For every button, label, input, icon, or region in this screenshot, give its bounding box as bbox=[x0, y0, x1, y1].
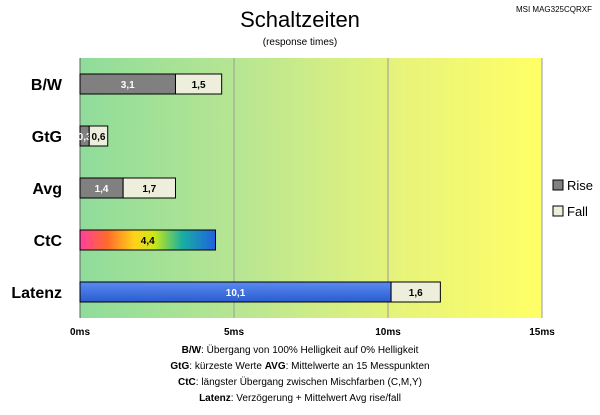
data-label: 0,6 bbox=[92, 132, 106, 143]
data-label: 1,4 bbox=[95, 184, 109, 195]
x-tick-label: 0ms bbox=[70, 327, 90, 338]
x-tick-label: 5ms bbox=[224, 327, 244, 338]
data-label: 1,5 bbox=[192, 80, 206, 91]
legend-swatch bbox=[552, 205, 564, 217]
bar-fall bbox=[122, 177, 176, 199]
footnote: Latenz: Verzögerung + Mittelwert Avg ris… bbox=[199, 393, 401, 404]
chart-title: Schaltzeiten bbox=[240, 7, 360, 32]
category-labels: B/W GtG Avg CtC Latenz bbox=[11, 77, 63, 302]
category-label: Avg bbox=[32, 181, 62, 198]
bar-rise bbox=[79, 229, 217, 251]
data-label: 0,3 bbox=[78, 132, 92, 143]
x-tick-labels: 0ms 5ms 10ms 15ms bbox=[70, 327, 555, 338]
category-label: B/W bbox=[31, 77, 63, 94]
footnotes: B/W: Übergang von 100% Helligkeit auf 0%… bbox=[170, 344, 429, 404]
data-label: 1,6 bbox=[409, 288, 423, 299]
x-tick-label: 15ms bbox=[529, 327, 555, 338]
data-label: 1,7 bbox=[142, 184, 156, 195]
category-label: CtC bbox=[34, 233, 63, 250]
chart-subtitle: (response times) bbox=[263, 37, 337, 48]
bar-fall bbox=[88, 125, 109, 147]
data-label: 4,4 bbox=[141, 236, 155, 247]
category-label: Latenz bbox=[11, 285, 62, 302]
footnote: GtG: kürzeste Werte AVG: Mittelwerte an … bbox=[170, 361, 429, 372]
category-label: GtG bbox=[32, 129, 62, 146]
legend: Rise Fall bbox=[552, 178, 593, 219]
bar-fall bbox=[174, 73, 223, 95]
legend-label: Fall bbox=[567, 204, 588, 219]
data-label: 10,1 bbox=[226, 288, 246, 299]
legend-swatch bbox=[552, 179, 564, 191]
data-label: 3,1 bbox=[121, 80, 135, 91]
monitor-model: MSI MAG325CQRXF bbox=[516, 5, 592, 14]
legend-label: Rise bbox=[567, 178, 593, 193]
footnote: B/W: Übergang von 100% Helligkeit auf 0%… bbox=[182, 344, 419, 356]
bars: 3,1 1,5 0,3 0,6 1,4 1,7 4,4 10,1 1,6 bbox=[78, 73, 441, 303]
footnote: CtC: längster Übergang zwischen Mischfar… bbox=[178, 376, 422, 388]
x-tick-label: 10ms bbox=[375, 327, 401, 338]
bar-fall bbox=[390, 281, 441, 303]
